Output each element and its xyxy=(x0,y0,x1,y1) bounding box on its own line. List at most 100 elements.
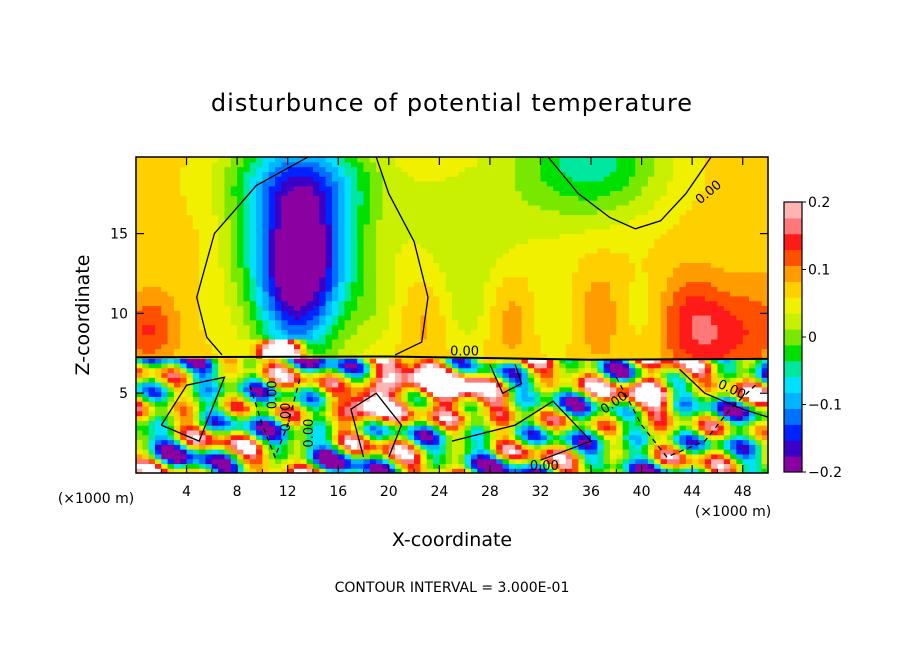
heatmap-cell xyxy=(534,200,542,206)
heatmap-cell xyxy=(597,425,605,431)
heatmap-cell xyxy=(319,219,327,225)
heatmap-cell xyxy=(136,391,143,397)
heatmap-cell xyxy=(230,315,238,321)
heatmap-cell xyxy=(603,195,611,201)
heatmap-cell xyxy=(515,291,523,297)
heatmap-cell xyxy=(281,243,289,249)
heatmap-cell xyxy=(610,329,617,335)
heatmap-cell xyxy=(515,329,523,335)
heatmap-cell xyxy=(458,295,466,302)
heatmap-cell xyxy=(376,362,384,369)
heatmap-cell xyxy=(199,276,207,283)
heatmap-cell xyxy=(268,305,276,311)
heatmap-cell xyxy=(262,367,270,374)
heatmap-cell xyxy=(262,377,270,383)
heatmap-cell xyxy=(325,434,333,441)
heatmap-cell xyxy=(325,425,333,431)
heatmap-cell xyxy=(439,204,447,211)
heatmap-cell xyxy=(281,185,289,192)
heatmap-cell xyxy=(433,343,440,350)
heatmap-cell xyxy=(540,257,548,263)
heatmap-cell xyxy=(464,382,472,388)
heatmap-cell xyxy=(439,343,447,350)
heatmap-cell xyxy=(243,405,251,412)
heatmap-cell xyxy=(470,224,478,230)
heatmap-cell xyxy=(521,382,529,388)
heatmap-cell xyxy=(344,161,352,168)
heatmap-cell xyxy=(382,439,390,445)
heatmap-cell xyxy=(401,319,409,326)
heatmap-cell xyxy=(167,305,175,311)
heatmap-cell xyxy=(350,195,358,201)
heatmap-cell xyxy=(458,166,466,172)
heatmap-cell xyxy=(433,185,440,192)
heatmap-cell xyxy=(357,295,365,302)
heatmap-cell xyxy=(275,358,282,364)
heatmap-cell xyxy=(230,247,238,254)
heatmap-cell xyxy=(142,257,150,263)
heatmap-cell xyxy=(603,358,611,364)
heatmap-cell xyxy=(445,372,453,378)
heatmap-cell xyxy=(173,233,181,239)
heatmap-cell xyxy=(319,415,327,421)
heatmap-cell xyxy=(173,281,181,287)
heatmap-cell xyxy=(426,291,434,297)
heatmap-cell xyxy=(546,204,554,211)
heatmap-cell xyxy=(192,377,200,383)
heatmap-cell xyxy=(325,185,333,192)
heatmap-cell xyxy=(477,458,485,465)
heatmap-cell xyxy=(357,343,365,350)
heatmap-cell xyxy=(243,362,251,369)
heatmap-cell xyxy=(508,319,516,326)
heatmap-cell xyxy=(565,267,573,273)
heatmap-cell xyxy=(338,405,346,412)
heatmap-cell xyxy=(287,425,295,431)
heatmap-cell xyxy=(192,444,200,450)
heatmap-cell xyxy=(186,305,194,311)
heatmap-cell xyxy=(211,286,219,292)
heatmap-cell xyxy=(452,195,459,201)
heatmap-cell xyxy=(338,319,346,326)
heatmap-cell xyxy=(142,386,150,393)
heatmap-cell xyxy=(470,372,478,378)
heatmap-cell xyxy=(173,410,181,417)
heatmap-cell xyxy=(452,200,459,206)
heatmap-cell xyxy=(161,396,169,402)
heatmap-cell xyxy=(262,180,270,187)
heatmap-cell xyxy=(565,439,573,445)
heatmap-cell xyxy=(180,291,188,297)
heatmap-cell xyxy=(199,286,207,292)
heatmap-cell xyxy=(458,391,466,397)
heatmap-cell xyxy=(572,204,579,211)
heatmap-cell xyxy=(256,238,263,244)
heatmap-cell xyxy=(559,214,567,220)
heatmap-cell xyxy=(369,343,377,350)
heatmap-cell xyxy=(142,463,150,469)
heatmap-cell xyxy=(420,271,428,278)
heatmap-cell xyxy=(464,171,472,177)
heatmap-cell xyxy=(357,166,365,172)
heatmap-cell xyxy=(534,377,542,383)
heatmap-cell xyxy=(136,166,143,172)
heatmap-cell xyxy=(521,310,529,316)
heatmap-cell xyxy=(483,305,491,311)
heatmap-cell xyxy=(376,401,384,407)
heatmap-cell xyxy=(136,386,143,393)
heatmap-cell xyxy=(357,338,365,345)
heatmap-cell xyxy=(597,190,605,196)
heatmap-cell xyxy=(148,396,156,402)
heatmap-cell xyxy=(572,458,579,465)
heatmap-cell xyxy=(603,382,611,388)
heatmap-cell xyxy=(584,161,592,168)
heatmap-cell xyxy=(249,171,257,177)
heatmap-cell xyxy=(610,367,617,374)
heatmap-cell xyxy=(534,161,542,168)
heatmap-cell xyxy=(546,291,554,297)
heatmap-cell xyxy=(395,190,403,196)
heatmap-cell xyxy=(344,157,352,163)
heatmap-cell xyxy=(414,439,421,445)
heatmap-cell xyxy=(578,315,586,321)
heatmap-cell xyxy=(148,391,156,397)
heatmap-cell xyxy=(483,171,491,177)
heatmap-cell xyxy=(578,228,586,235)
